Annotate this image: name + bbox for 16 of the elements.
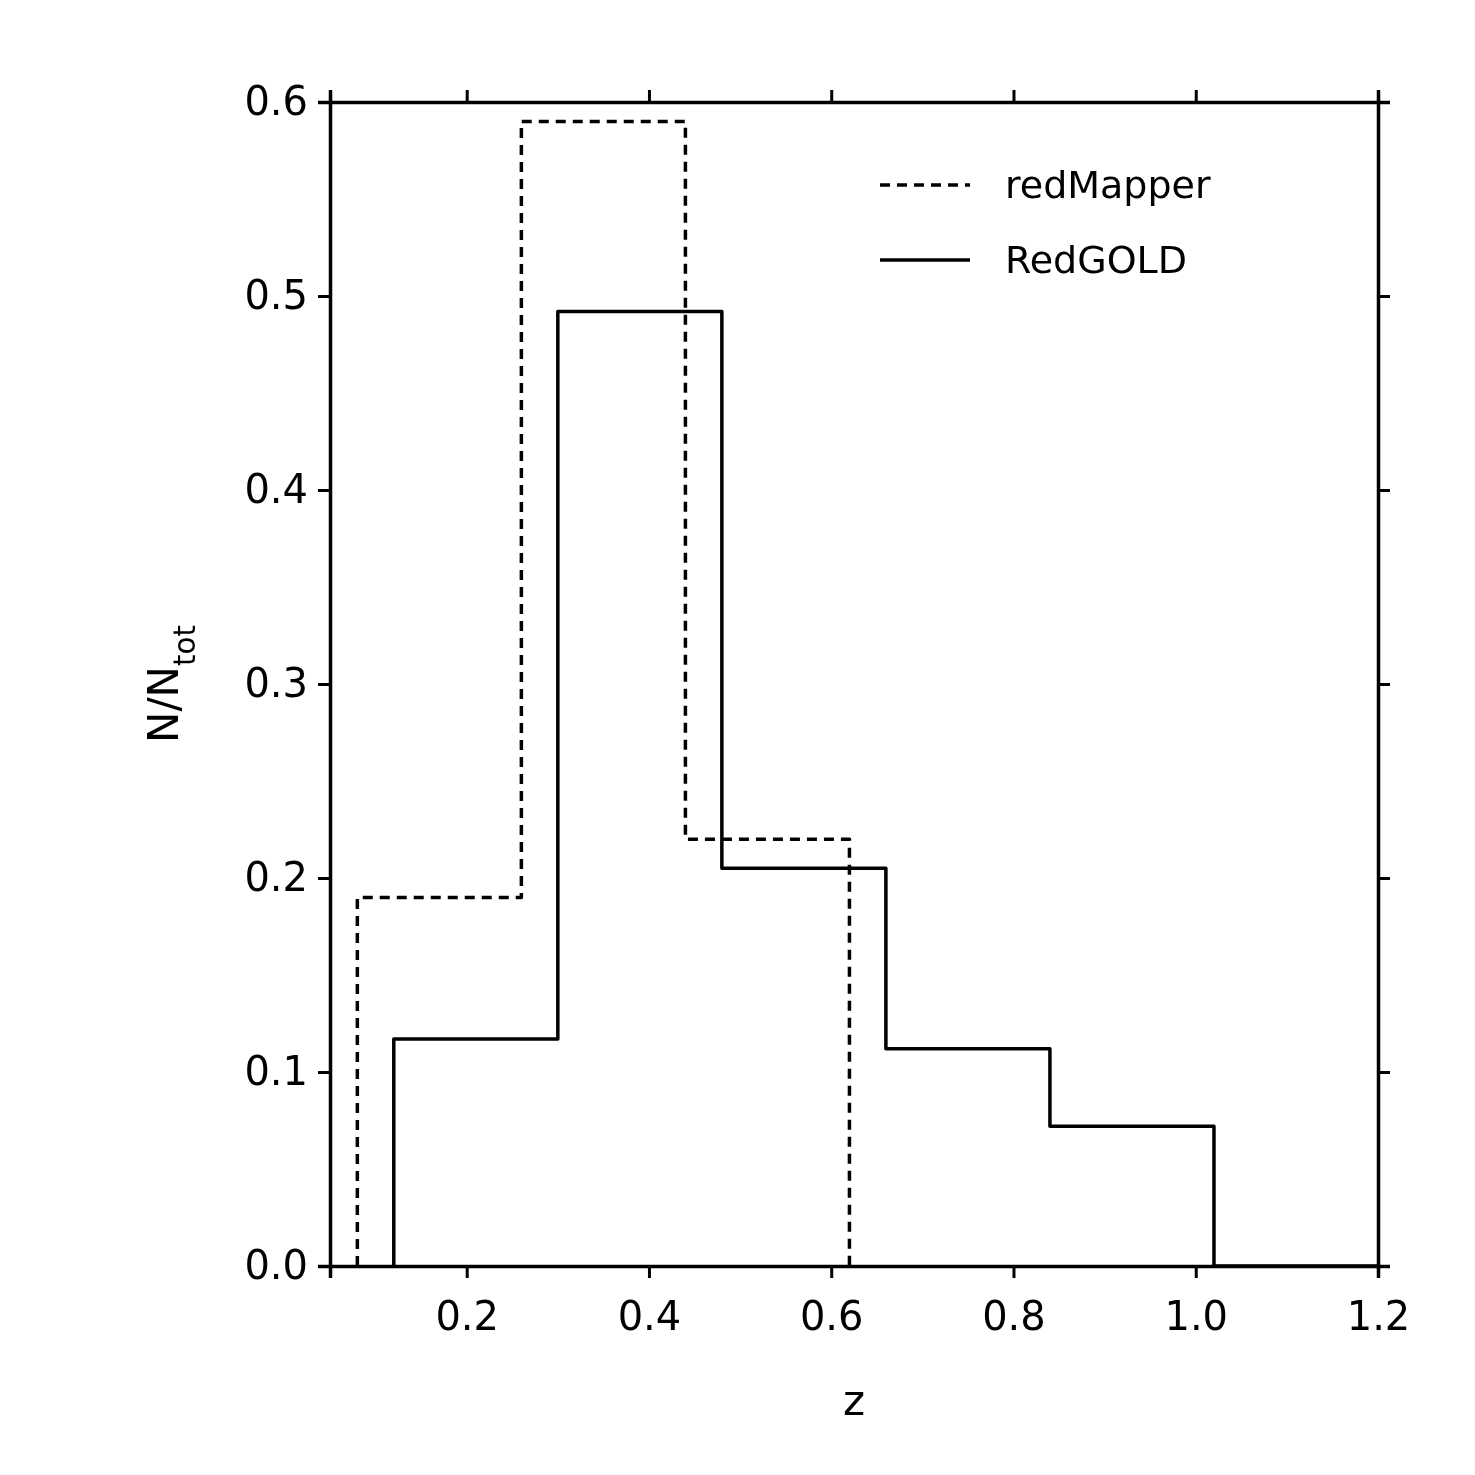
x-tick-label: 1.2: [1346, 1293, 1411, 1340]
x-tick-label: 0.4: [617, 1293, 682, 1340]
legend-label: redMapper: [1005, 163, 1211, 207]
y-tick-label: 0.5: [244, 272, 308, 319]
y-tick-label: 0.0: [244, 1242, 308, 1289]
y-tick-label: 0.1: [244, 1048, 308, 1095]
x-tick-label: 0.6: [799, 1293, 864, 1340]
y-tick-label: 0.6: [244, 78, 308, 125]
x-tick-label: 1.0: [1164, 1293, 1229, 1340]
y-tick-label: 0.3: [244, 660, 308, 707]
y-tick-label: 0.4: [244, 466, 308, 513]
y-tick-label: 0.2: [244, 854, 308, 901]
x-tick-label: 0.8: [982, 1293, 1046, 1340]
x-axis-title: z: [842, 1376, 866, 1425]
legend-label: RedGOLD: [1005, 238, 1187, 282]
x-tick-label: 0.2: [435, 1293, 500, 1340]
